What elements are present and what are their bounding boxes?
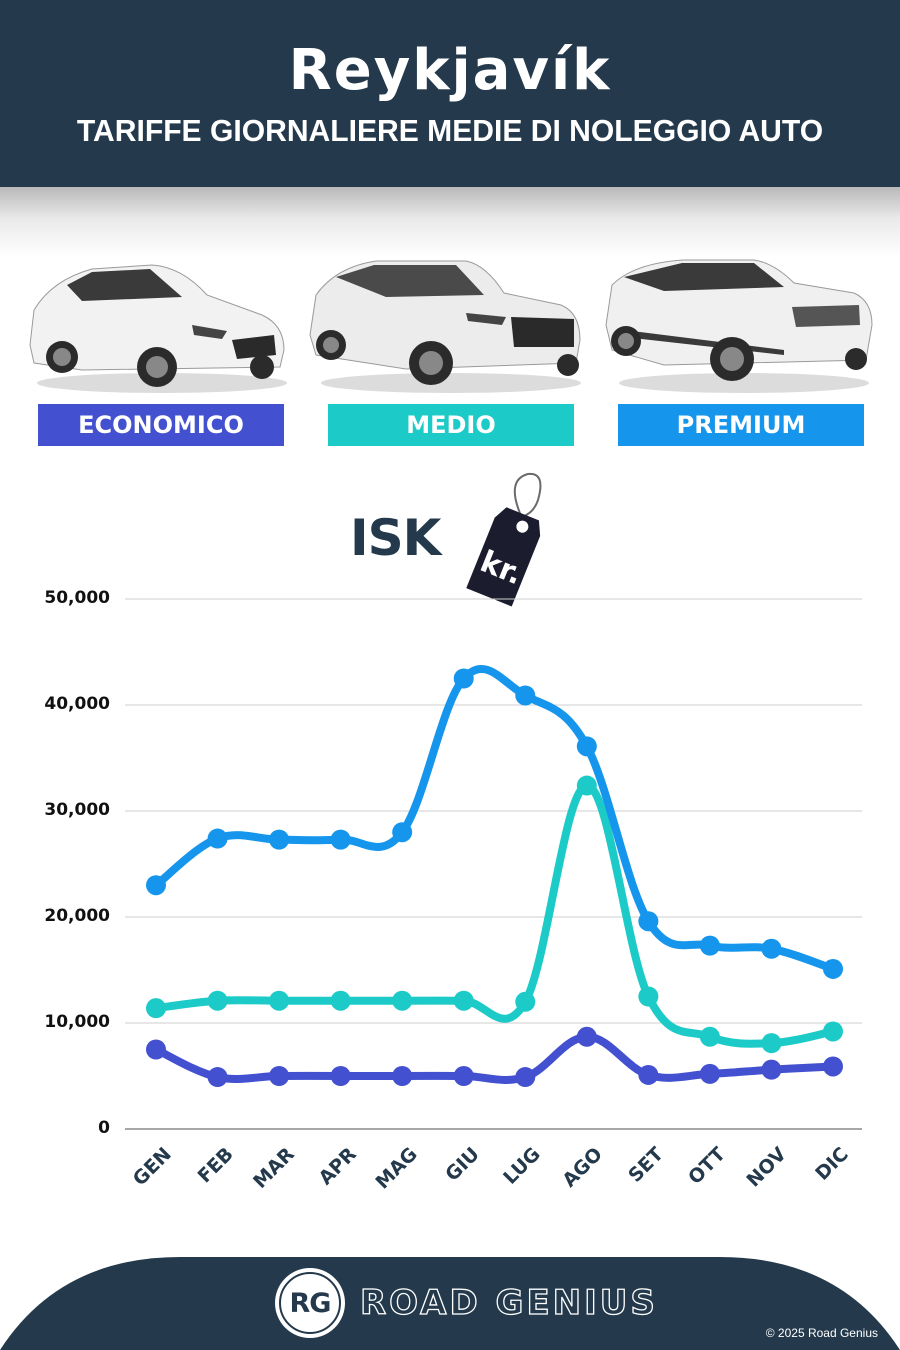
badge-premium-label: PREMIUM: [676, 411, 806, 439]
header-shadow: [0, 187, 900, 257]
data-point[interactable]: MEDIO FEB: 12100: [207, 990, 228, 1011]
data-point[interactable]: MEDIO AGO: 32400: [576, 775, 597, 796]
data-point[interactable]: PREMIUM SET: 19600: [638, 911, 659, 932]
data-point[interactable]: ECONOMICO DIC: 5900: [823, 1056, 843, 1077]
badge-economico-label: ECONOMICO: [78, 411, 244, 439]
header-banner: Reykjavík TARIFFE GIORNALIERE MEDIE DI N…: [0, 0, 900, 187]
data-point[interactable]: PREMIUM LUG: 40900: [515, 685, 536, 706]
premium-suv-image: [604, 255, 876, 395]
y-tick-label: 40,000: [44, 694, 110, 714]
price-tag-icon: kr.: [450, 470, 550, 615]
page-subtitle: TARIFFE GIORNALIERE MEDIE DI NOLEGGIO AU…: [76, 113, 824, 148]
data-point[interactable]: PREMIUM NOV: 17000: [761, 938, 782, 959]
series-line-medio: [152, 781, 837, 1048]
y-tick-label: 30,000: [44, 800, 110, 820]
y-tick-label: 20,000: [44, 906, 110, 926]
data-point[interactable]: MEDIO DIC: 9200: [823, 1021, 843, 1042]
data-point[interactable]: MEDIO GEN: 11400: [146, 998, 166, 1019]
copyright-text: © 2025 Road Genius: [765, 1326, 878, 1340]
data-point[interactable]: MEDIO MAG: 12100: [392, 990, 413, 1011]
economy-car-image: [22, 255, 288, 395]
badge-medio-label: MEDIO: [406, 411, 496, 439]
footer-banner: [0, 1257, 900, 1350]
badge-economico: ECONOMICO: [38, 404, 284, 446]
data-point[interactable]: MEDIO LUG: 12000: [515, 991, 536, 1012]
y-tick-label: 10,000: [44, 1012, 110, 1032]
data-point[interactable]: ECONOMICO MAG: 5000: [392, 1066, 413, 1086]
brand-name: ROAD GENIUS: [359, 1282, 658, 1323]
chart-canvas: MEDIO GEN: 11400 MEDIO FEB: 12100 MEDIO MA…: [125, 598, 862, 1130]
data-point[interactable]: ECONOMICO GEN: 7500: [146, 1039, 166, 1060]
y-tick-label: 50,000: [44, 588, 110, 608]
currency-label: ISK: [350, 509, 441, 567]
y-tick-label: 0: [98, 1118, 110, 1138]
data-point[interactable]: ECONOMICO APR: 5000: [330, 1066, 351, 1086]
data-point[interactable]: PREMIUM GEN: 23000: [146, 875, 166, 896]
data-point[interactable]: PREMIUM APR: 27300: [330, 829, 351, 850]
data-point[interactable]: MEDIO APR: 12100: [330, 990, 351, 1011]
series-line-premium: [152, 665, 837, 973]
data-point[interactable]: ECONOMICO SET: 5100: [638, 1064, 659, 1085]
logo-initials: RG: [279, 1272, 341, 1334]
data-point[interactable]: MEDIO GIU: 12100: [453, 990, 474, 1011]
road-genius-logo: RG: [275, 1268, 345, 1338]
badge-premium: PREMIUM: [618, 404, 864, 446]
data-point[interactable]: PREMIUM OTT: 17300: [699, 935, 720, 956]
data-point[interactable]: ECONOMICO MAR: 5000: [269, 1066, 290, 1086]
data-point[interactable]: ECONOMICO FEB: 4900: [207, 1067, 228, 1088]
data-point[interactable]: PREMIUM GIU: 42500: [453, 668, 474, 689]
data-point[interactable]: PREMIUM FEB: 27400: [207, 828, 228, 849]
data-point[interactable]: MEDIO NOV: 8100: [761, 1033, 782, 1054]
data-point[interactable]: ECONOMICO OTT: 5200: [699, 1063, 720, 1084]
data-point[interactable]: MEDIO OTT: 8700: [699, 1026, 720, 1047]
data-point[interactable]: ECONOMICO GIU: 5000: [453, 1066, 474, 1086]
badge-medio: MEDIO: [328, 404, 574, 446]
data-point[interactable]: ECONOMICO LUG: 4900: [515, 1067, 536, 1088]
data-point[interactable]: PREMIUM MAR: 27300: [269, 829, 290, 850]
data-point[interactable]: PREMIUM DIC: 15100: [823, 958, 843, 979]
midsize-suv-image: [306, 255, 586, 395]
line-chart: MEDIO GEN: 11400 MEDIO FEB: 12100 MEDIO MA…: [0, 580, 900, 1220]
data-point[interactable]: ECONOMICO NOV: 5600: [761, 1059, 782, 1080]
data-point[interactable]: PREMIUM MAG: 28000: [392, 822, 413, 843]
data-point[interactable]: PREMIUM AGO: 36100: [576, 736, 597, 757]
data-point[interactable]: MEDIO SET: 12500: [638, 986, 659, 1007]
data-point[interactable]: MEDIO MAR: 12100: [269, 990, 290, 1011]
data-point[interactable]: ECONOMICO AGO: 8700: [576, 1026, 597, 1047]
page-title: Reykjavík: [288, 38, 612, 103]
